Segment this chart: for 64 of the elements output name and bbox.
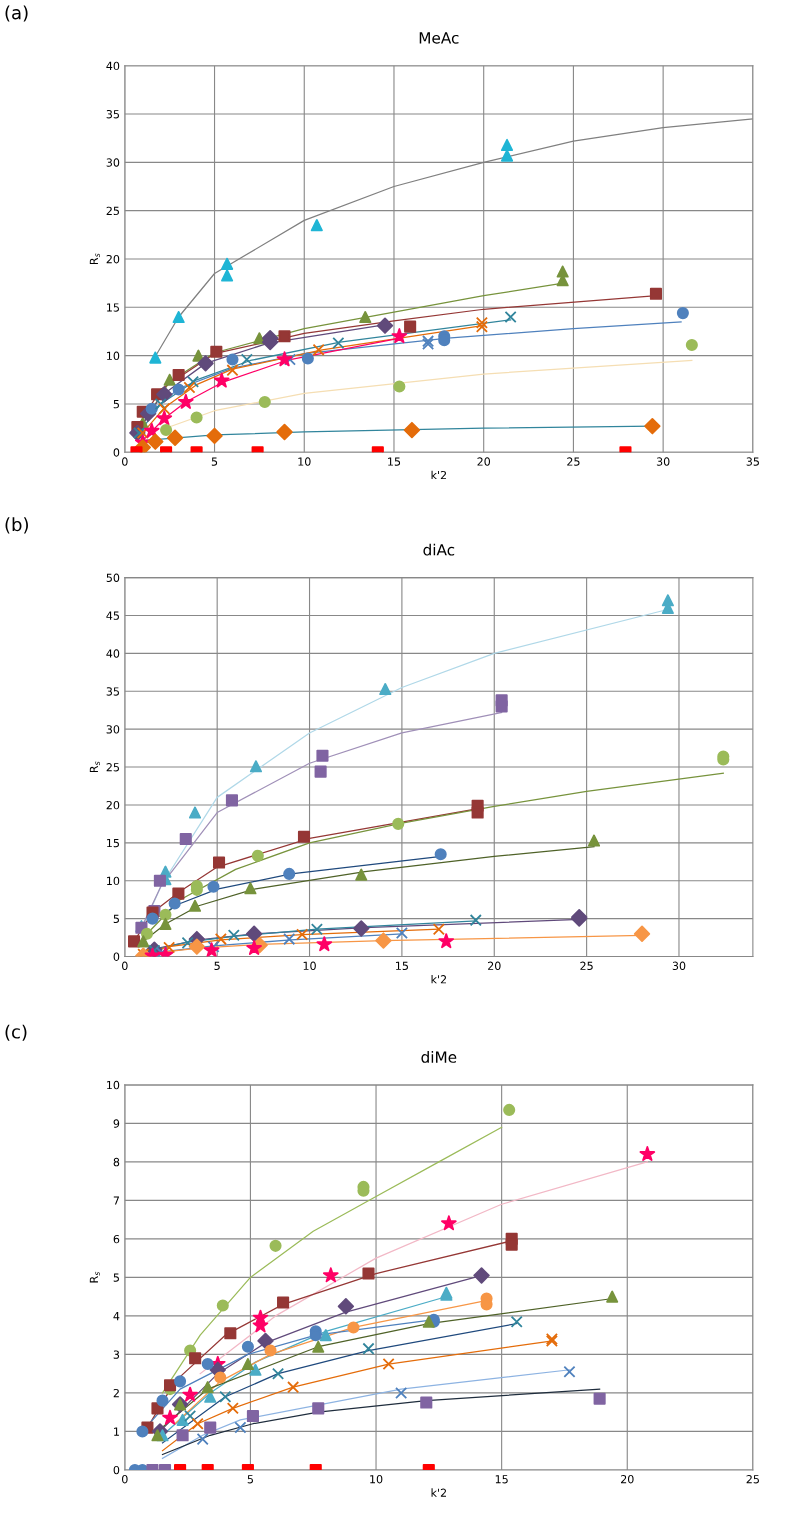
x-tick-label: 15 (495, 1475, 508, 1484)
y-tick-label: 4 (113, 1312, 120, 1321)
y-tick-label: 40 (106, 649, 120, 658)
y-tick-label: 2 (113, 1388, 119, 1398)
y-tick-label: 5 (113, 400, 119, 409)
y-tick-label: 0 (113, 448, 120, 457)
y-tick-label: 35 (106, 110, 119, 119)
y-tick-label: 7 (113, 1196, 119, 1205)
y-tick-label: 30 (106, 725, 120, 734)
chart-title: diAc (423, 543, 455, 556)
text: (c) (5, 1024, 27, 1041)
y-tick-label: 6 (113, 1234, 120, 1244)
x-tick-label: 20 (621, 1474, 634, 1484)
x-tick-label: 30 (672, 961, 686, 970)
x-axis-title: k'2 (431, 470, 447, 480)
chart-title: diMe (421, 1051, 457, 1063)
y-tick-label: 45 (106, 611, 119, 620)
y-axis-title: R$_{s}$ (89, 761, 100, 773)
y-tick-label: 25 (106, 763, 119, 772)
y-tick-label: 5 (113, 914, 119, 924)
x-tick-label: 20 (488, 961, 501, 970)
x-tick-label: 15 (396, 961, 408, 970)
x-tick-label: 5 (214, 961, 220, 970)
y-tick-label: 10 (107, 876, 120, 886)
y-tick-label: 5 (113, 1273, 119, 1282)
x-tick-label: 10 (298, 457, 311, 466)
y-tick-label: 20 (106, 254, 120, 264)
x-tick-label: 25 (567, 457, 580, 466)
text: (a) (5, 5, 28, 22)
x-tick-label: 0 (122, 1474, 128, 1484)
y-tick-label: 10 (107, 1080, 120, 1090)
x-axis-title: k'2 (431, 974, 447, 984)
y-tick-label: 0 (113, 952, 120, 961)
y-tick-label: 10 (107, 351, 120, 361)
y-tick-label: 8 (113, 1157, 120, 1167)
x-tick-label: 10 (303, 961, 316, 970)
chart-title: MeAc (419, 32, 459, 44)
x-tick-label: 5 (211, 457, 218, 466)
y-tick-label: 20 (106, 800, 120, 810)
y-axis-title: R$_{s}$ (89, 1271, 100, 1283)
y-tick-label: 15 (107, 303, 119, 312)
x-tick-label: 10 (370, 1474, 383, 1484)
x-tick-label: 0 (122, 961, 128, 970)
y-tick-label: 30 (106, 158, 120, 167)
y-tick-label: 3 (113, 1350, 120, 1359)
y-tick-label: 25 (106, 206, 119, 216)
x-tick-label: 35 (746, 457, 759, 466)
x-tick-label: 25 (746, 1474, 759, 1484)
x-axis-title: k'2 (431, 1488, 447, 1497)
y-tick-label: 50 (106, 573, 120, 582)
x-tick-label: 15 (388, 457, 401, 466)
y-tick-label: 40 (106, 61, 120, 71)
y-tick-label: 35 (106, 687, 119, 696)
y-tick-label: 1 (114, 1427, 119, 1436)
y-tick-label: 15 (107, 838, 119, 848)
y-axis-title: R$_{s}$ (89, 253, 100, 265)
x-tick-label: 0 (122, 457, 128, 466)
x-tick-label: 20 (477, 457, 491, 466)
x-tick-label: 25 (580, 961, 593, 970)
y-tick-label: 0 (113, 1465, 120, 1475)
y-tick-label: 9 (113, 1119, 120, 1128)
text: (b) (5, 517, 28, 534)
x-tick-label: 30 (656, 457, 670, 466)
x-tick-label: 5 (247, 1475, 253, 1484)
